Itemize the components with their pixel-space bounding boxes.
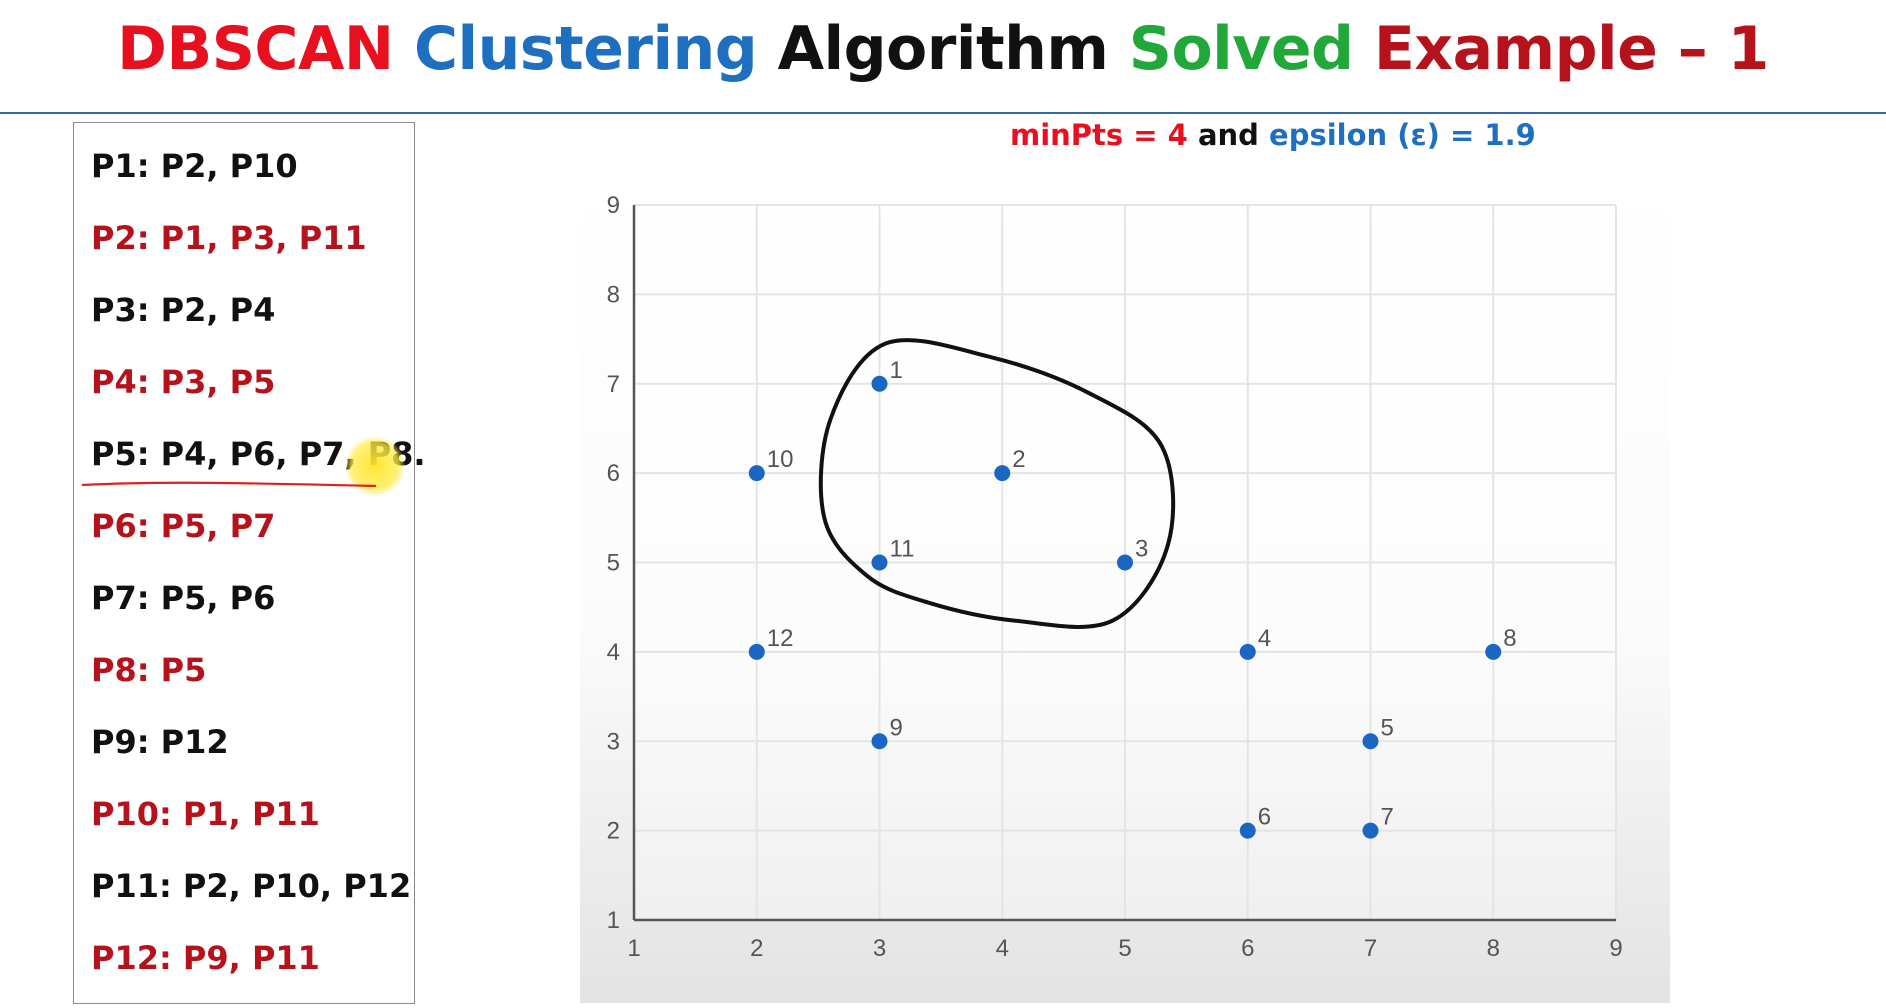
point-label: 3 — [1135, 536, 1148, 563]
data-point — [748, 643, 765, 660]
neighbor-item: P12: P9, P11 — [91, 939, 320, 977]
and-label: and — [1187, 118, 1270, 152]
y-tick-label: 8 — [607, 281, 620, 308]
x-tick-label: 7 — [1364, 935, 1377, 962]
title-part: Algorithm — [777, 14, 1129, 84]
data-point — [1485, 643, 1502, 660]
point-label: 6 — [1258, 804, 1271, 831]
neighbor-item: P6: P5, P7 — [91, 507, 276, 545]
x-tick-label: 1 — [627, 935, 640, 962]
x-tick-label: 5 — [1118, 935, 1131, 962]
y-tick-label: 3 — [607, 728, 620, 755]
neighbor-item: P11: P2, P10, P12 — [91, 867, 412, 905]
title-part: Solved — [1128, 14, 1374, 84]
neighbor-item: P7: P5, P6 — [91, 579, 276, 617]
point-label: 12 — [767, 625, 794, 652]
epsilon-label: epsilon (ε) = 1.9 — [1269, 118, 1536, 152]
point-label: 10 — [767, 446, 794, 473]
neighbor-item: P3: P2, P4 — [91, 291, 276, 329]
hand-underline — [81, 481, 377, 488]
point-label: 1 — [890, 357, 903, 384]
data-point — [1117, 554, 1133, 571]
x-tick-label: 2 — [750, 935, 763, 962]
point-label: 4 — [1258, 625, 1271, 652]
neighbor-item: P2: P1, P3, P11 — [91, 219, 367, 257]
data-point — [871, 554, 888, 571]
point-label: 5 — [1381, 714, 1394, 741]
y-tick-label: 5 — [607, 550, 620, 577]
x-tick-label: 6 — [1241, 935, 1254, 962]
y-tick-label: 1 — [607, 907, 620, 934]
data-point — [871, 733, 888, 750]
point-label: 11 — [890, 536, 915, 563]
title-part: Clustering — [413, 14, 778, 84]
title-part: DBSCAN — [117, 14, 414, 84]
neighbor-item: P4: P3, P5 — [91, 363, 276, 401]
x-tick-label: 3 — [873, 935, 886, 962]
minpts-label: minPts = 4 — [1010, 118, 1188, 152]
page-title: DBSCAN Clustering Algorithm Solved Examp… — [0, 14, 1886, 84]
data-point — [748, 465, 765, 482]
data-point — [994, 465, 1011, 482]
y-tick-label: 4 — [607, 639, 620, 666]
neighbor-item: P10: P1, P11 — [91, 795, 320, 833]
scatter-plot: 1 2 3 4 5 6 7 8 9 1 2 3 4 5 6 7 8 9 1 2 3 4 5 6 7 8 9 10 11 12 — [580, 175, 1670, 1003]
x-tick-label: 9 — [1609, 935, 1622, 962]
data-point — [1362, 822, 1379, 839]
data-point — [871, 375, 888, 392]
neighbor-list: P1: P2, P10 P2: P1, P3, P11 P3: P2, P4 P4: … — [73, 122, 426, 1004]
point-label: 2 — [1012, 446, 1025, 473]
cluster-loop-annotation — [818, 338, 1176, 629]
point-label: 7 — [1381, 804, 1394, 831]
point-label: 9 — [890, 714, 903, 741]
title-part: Example – 1 — [1373, 14, 1769, 84]
neighbor-item: P8: P5 — [91, 651, 207, 689]
neighbor-item: P1: P2, P10 — [91, 147, 298, 185]
y-tick-label: 9 — [607, 192, 620, 219]
data-point — [1362, 733, 1379, 750]
parameters-line: minPts = 4 and epsilon (ε) = 1.9 — [0, 118, 1886, 152]
y-tick-label: 2 — [607, 818, 620, 845]
data-point — [1239, 643, 1256, 660]
x-tick-label: 4 — [996, 935, 1009, 962]
point-label: 8 — [1503, 625, 1516, 652]
y-tick-label: 7 — [607, 371, 620, 398]
x-tick-label: 8 — [1487, 935, 1500, 962]
data-point — [1239, 822, 1256, 839]
y-tick-label: 6 — [607, 460, 620, 487]
neighbor-item: P9: P12 — [91, 723, 229, 761]
title-divider — [0, 112, 1886, 114]
